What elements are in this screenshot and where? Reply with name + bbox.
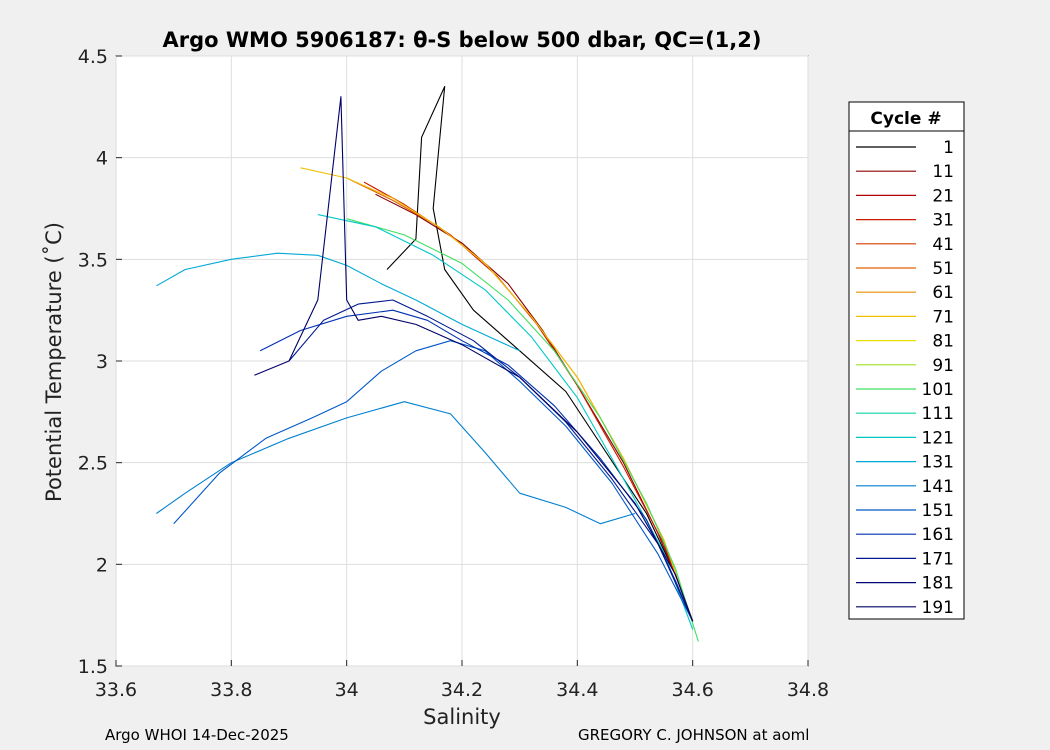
x-tick-label: 34.2 [441,679,483,701]
series-line-cycle-1 [386,85,694,622]
legend-label: 11 [932,162,954,182]
legend: Cycle # 11121314151617181911011111211311… [848,101,965,620]
y-axis-label: Potential Temperature (˚C) [42,222,66,502]
legend-label: 31 [932,211,954,231]
series-line-cycle-141 [156,401,636,525]
y-tick-label: 4 [96,148,108,170]
legend-items: 1112131415161718191101111121131141151161… [856,138,954,618]
series-line-cycle-71 [300,167,694,622]
legend-label: 141 [922,477,954,497]
legend-label: 171 [922,549,954,569]
x-tick-label: 33.6 [95,679,137,701]
y-tick-label: 2 [96,554,108,576]
legend-label: 111 [922,404,954,424]
legend-label: 161 [922,525,954,545]
footer-right-text: GREGORY C. JOHNSON at aoml [578,726,810,744]
legend-label: 41 [932,235,954,255]
legend-box [848,101,965,620]
y-axis-ticks: 1.5 2 2.5 3 3.5 4 4.5 [78,46,122,678]
legend-label: 121 [922,428,954,448]
x-axis-label: Salinity [423,705,501,729]
legend-label: 21 [932,186,954,206]
x-tick-label: 34 [335,679,359,701]
series-line-cycle-171 [288,299,694,622]
legend-label: 71 [932,307,954,327]
legend-label: 101 [922,380,954,400]
series-line-cycle-151 [173,340,694,622]
y-tick-label: 3.5 [78,249,108,271]
x-axis-ticks: 33.6 33.8 34 34.2 34.4 34.6 34.8 [95,660,829,701]
y-tick-label: 4.5 [78,46,108,68]
series-line-cycle-131 [156,252,520,352]
series-line-cycle-161 [259,309,694,622]
x-tick-label: 34.4 [556,679,598,701]
footer-left-text: Argo WHOI 14-Dec-2025 [105,726,289,744]
legend-label: 131 [922,453,954,473]
y-tick-label: 3 [96,351,108,373]
series-line-cycle-11 [375,193,694,622]
legend-title: Cycle # [870,109,941,129]
chart-title: Argo WMO 5906187: θ-S below 500 dbar, QC… [163,28,762,52]
x-tick-label: 33.8 [210,679,252,701]
legend-label: 51 [932,259,954,279]
x-tick-label: 34.8 [787,679,829,701]
legend-label: 191 [922,598,954,618]
legend-label: 91 [932,356,954,376]
legend-label: 61 [932,283,954,303]
y-tick-label: 2.5 [78,453,108,475]
y-tick-label: 1.5 [78,656,108,678]
legend-label: 81 [932,332,954,352]
legend-label: 151 [922,501,954,521]
series-group [156,85,699,642]
legend-label: 181 [922,574,954,594]
series-line-cycle-101 [346,218,699,642]
series-line-cycle-191 [254,96,694,622]
legend-label: 1 [943,138,954,158]
x-tick-label: 34.6 [672,679,714,701]
